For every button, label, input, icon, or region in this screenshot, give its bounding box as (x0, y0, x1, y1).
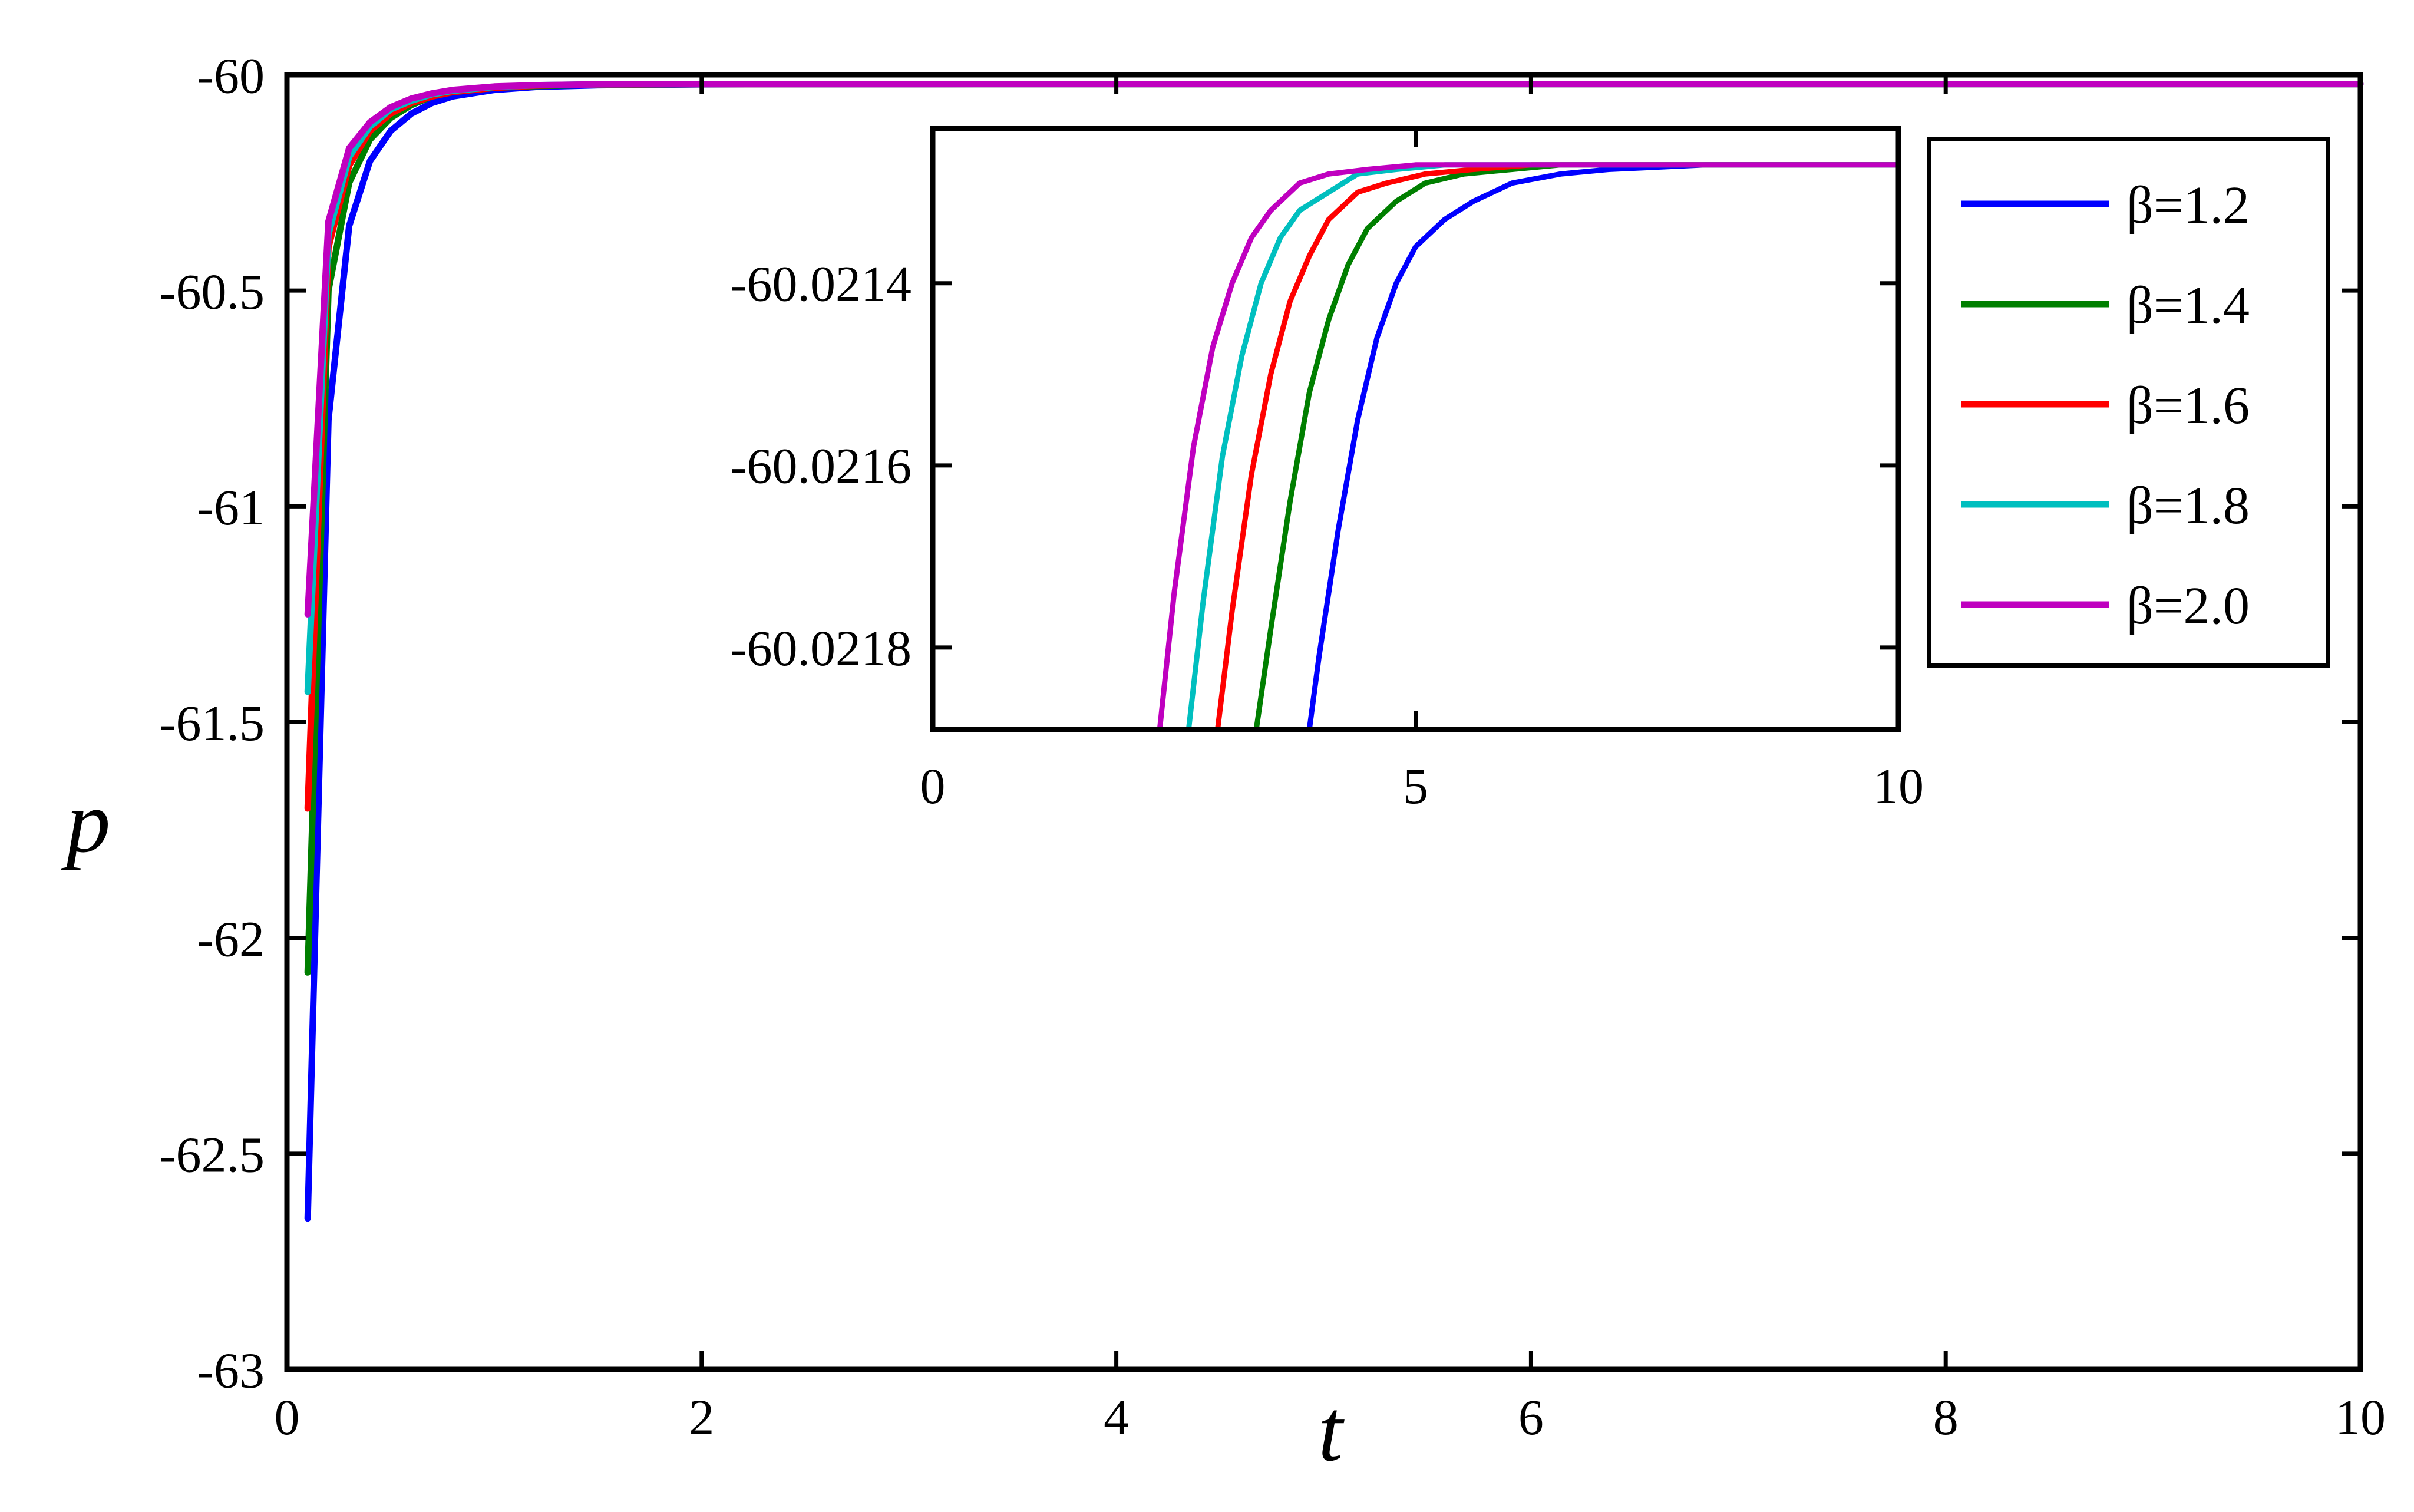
inset-ytick-label: -60.0216 (730, 438, 912, 494)
inset-xtick-label: 0 (920, 758, 946, 814)
inset-ytick-label: -60.0214 (730, 256, 912, 312)
inset-xtick-label: 5 (1403, 758, 1428, 814)
legend-label-0: β=1.2 (2126, 176, 2250, 235)
y-axis-title: p (61, 773, 111, 871)
inset-ytick-label: -60.0218 (730, 620, 912, 676)
main-series-group (304, 81, 2364, 1222)
main-xtick-label: 4 (1104, 1389, 1129, 1445)
main-xtick-label: 0 (275, 1389, 300, 1445)
x-axis-title: t (1318, 1382, 1345, 1480)
inset-series-group (1157, 162, 1901, 732)
main-ytick-label: -62 (197, 910, 265, 967)
legend-label-1: β=1.4 (2126, 276, 2250, 335)
main-ytick-label: -60.5 (159, 263, 265, 320)
main-ytick-label: -62.5 (159, 1126, 265, 1183)
main-plot: 0 2 4 6 8 10 -60 -60.5 -61 -61.5 -62 -62.5 -63 t p (61, 48, 2386, 1480)
main-ytick-label: -63 (197, 1342, 265, 1399)
legend-items: β=1.2 β=1.4 β=1.6 β=1.8 β=2.0 (1961, 176, 2250, 635)
inset-xtick-label: 10 (1873, 758, 1924, 814)
main-ytick-label: -60 (197, 48, 265, 104)
main-ytick-label: -61 (197, 479, 265, 536)
inset-ticks: 0 5 10 -60.0214 -60.0216 -60.0218 (730, 128, 1924, 814)
inset-plot: 0 5 10 -60.0214 -60.0216 -60.0218 (730, 126, 1924, 814)
legend-label-2: β=1.6 (2126, 377, 2250, 435)
inset-background (933, 128, 1898, 729)
main-xtick-label: 2 (689, 1389, 714, 1445)
legend: β=1.2 β=1.4 β=1.6 β=1.8 β=2.0 (1927, 137, 2330, 668)
inset-series-line-4 (1157, 162, 1901, 732)
main-xtick-label: 8 (1933, 1389, 1959, 1445)
legend-label-3: β=1.8 (2126, 477, 2250, 535)
main-ticks: 0 2 4 6 8 10 -60 -60.5 -61 -61.5 -62 -62.5 -63 (159, 48, 2386, 1445)
main-ytick-label: -61.5 (159, 695, 265, 751)
main-xtick-label: 6 (1518, 1389, 1544, 1445)
main-series-line-4 (304, 81, 2364, 618)
legend-label-4: β=2.0 (2126, 577, 2250, 635)
main-xtick-label: 10 (2335, 1389, 2386, 1445)
